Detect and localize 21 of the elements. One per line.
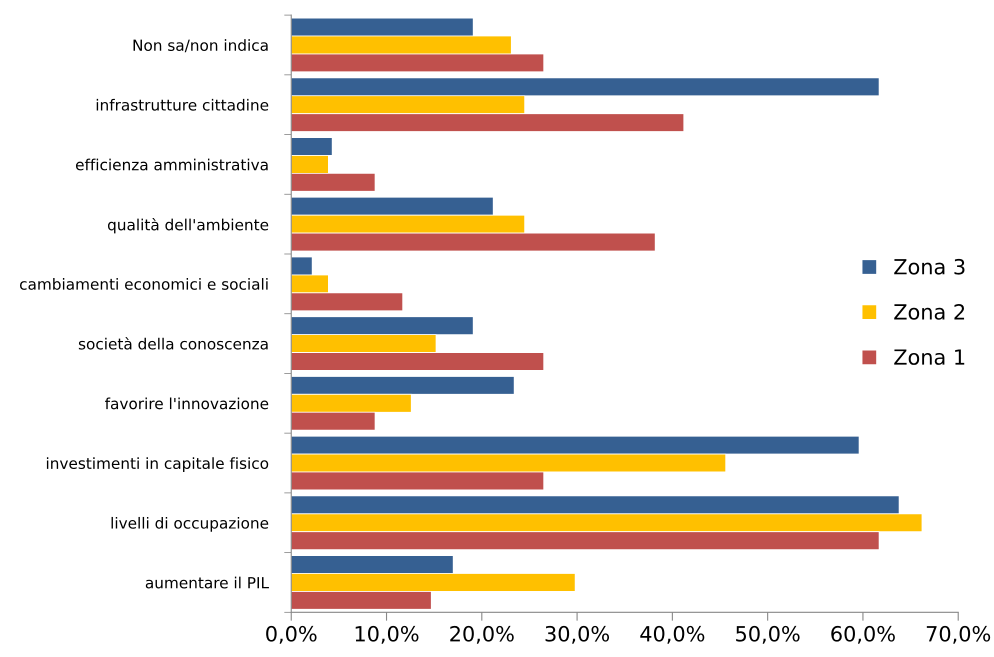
x-tick-label: 60,0% xyxy=(831,626,895,644)
y-tick-label: cambiamenti economici e sociali xyxy=(20,278,268,290)
y-tick-label: livelli di occupazione xyxy=(112,516,268,532)
legend-label: Zona 1 xyxy=(894,349,964,365)
x-tick-label: 50,0% xyxy=(736,626,800,644)
y-tick-label: Non sa/non indica xyxy=(134,39,268,52)
x-tick-label: 30,0% xyxy=(546,626,610,644)
y-tick-label: infrastrutture cittadine xyxy=(96,98,268,111)
legend-label: Zona 3 xyxy=(894,258,964,275)
x-tick-label: 10,0% xyxy=(356,626,418,644)
y-tick-label: aumentare il PIL xyxy=(146,576,269,588)
x-tick-label: 70,0% xyxy=(926,626,990,644)
y-tick-label: investimenti in capitale fisico xyxy=(46,457,268,472)
y-tick-label: qualità dell'ambiente xyxy=(108,218,268,234)
y-tick-label: efficienza amministrativa xyxy=(76,158,268,170)
legend-label: Zona 2 xyxy=(894,304,964,320)
y-tick-label: favorire l'innovazione xyxy=(105,397,268,410)
x-tick-label: 40,0% xyxy=(640,626,704,644)
y-tick-label: società della conoscenza xyxy=(78,337,268,350)
x-tick-label: 0,0% xyxy=(266,626,317,644)
x-tick-label: 20,0% xyxy=(450,626,514,644)
